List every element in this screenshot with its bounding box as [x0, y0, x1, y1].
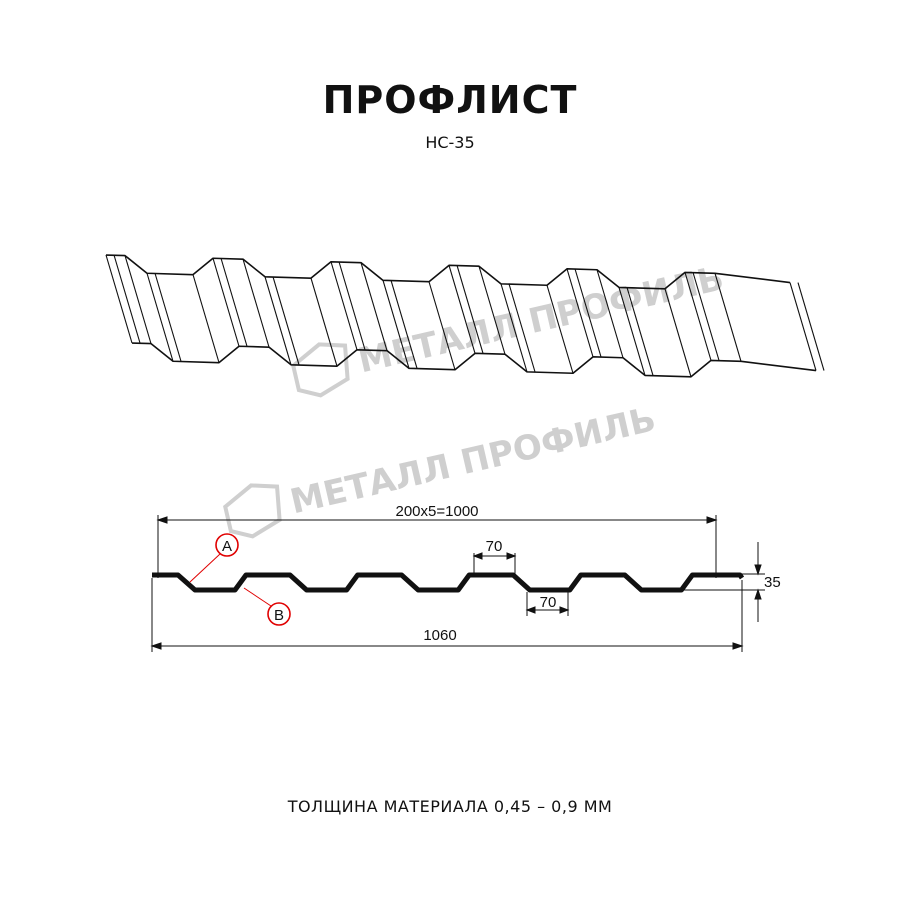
sheet-fold-line	[546, 285, 574, 374]
crest-width-label: 70	[486, 538, 503, 555]
sheet-fold-line	[664, 288, 692, 377]
sheet-fold-line	[360, 262, 388, 351]
sheet-fold-line	[797, 282, 825, 371]
watermark-text: МЕТАЛЛ ПРОФИЛЬ	[355, 258, 728, 381]
sheet-fold-line	[789, 282, 817, 371]
sheet-fold-line	[714, 273, 742, 362]
sheet-fold-line	[500, 283, 528, 373]
total-width-label: 1060	[423, 627, 456, 644]
marker-a: A	[189, 533, 239, 583]
sheet-fold-line	[456, 265, 484, 354]
sheet-fold-line	[508, 283, 536, 373]
sheet-fold-line	[692, 272, 720, 361]
sheet-fold-line	[574, 268, 602, 358]
pitch-label: 200x5=1000	[396, 503, 479, 520]
sheet-fold-line	[390, 280, 418, 369]
marker-b-label: B	[274, 607, 284, 624]
marker-a-label: A	[222, 538, 232, 555]
sheet-fold-line	[212, 258, 240, 347]
height-label: 35	[764, 574, 781, 591]
sheet-fold-line	[124, 255, 152, 344]
sheet-fold-line	[146, 273, 174, 362]
sheet-fold-line	[192, 274, 220, 363]
logo-icon	[291, 342, 350, 398]
dimension-lines	[150, 515, 765, 652]
sheet-fold-line	[220, 258, 248, 347]
profile-section	[152, 572, 745, 593]
page-title: ПРОФЛИСТ	[322, 78, 578, 122]
sheet-fold-line	[272, 276, 300, 365]
sheet-fold-line	[596, 269, 624, 358]
trough-width-label: 70	[540, 594, 557, 611]
sheet-fold-line	[566, 268, 594, 358]
marker-b: B	[243, 587, 291, 626]
sheet-fold-line	[113, 254, 141, 344]
sheet-fold-line	[618, 287, 646, 376]
sheet-fold-line	[626, 287, 654, 376]
watermark-top: МЕТАЛЛ ПРОФИЛЬ	[291, 258, 728, 398]
model-subtitle: НС-35	[425, 133, 475, 152]
profile-line	[152, 572, 745, 593]
sheet-fold-line	[478, 266, 506, 355]
sheet-fold-line	[684, 272, 712, 361]
sheet-fold-line	[330, 261, 358, 350]
sheet-fold-line	[154, 273, 182, 362]
logo-icon	[223, 483, 282, 539]
sheet-fold-line	[242, 258, 270, 348]
material-thickness-note: ТОЛЩИНА МАТЕРИАЛА 0,45 – 0,9 ММ	[287, 797, 613, 816]
sheet-fold-line	[448, 265, 476, 354]
sheet-fold-line	[310, 278, 338, 367]
sheet-fold-line	[428, 281, 456, 370]
sheet-fold-line	[105, 254, 133, 344]
sheet-fold-line	[264, 276, 292, 365]
sheet-fold-line	[382, 280, 410, 369]
sheet-fold-line	[338, 261, 366, 350]
sheet-3d-view	[105, 254, 825, 378]
